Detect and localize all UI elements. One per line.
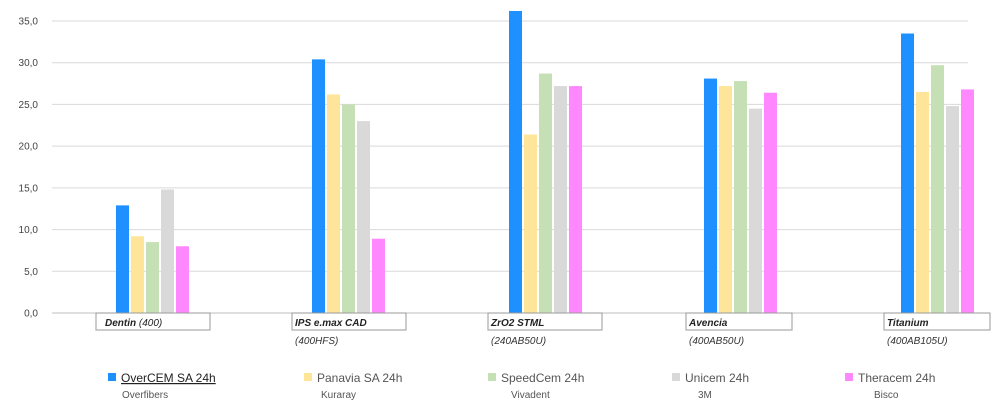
bar	[509, 10, 522, 313]
category-label-box	[883, 312, 991, 331]
bar	[327, 94, 340, 313]
category-name: Titanium	[887, 318, 929, 329]
bar	[749, 108, 762, 313]
category-detail: (400AB50U)	[689, 336, 744, 347]
y-tick-label: 30,0	[19, 58, 39, 69]
bar	[554, 86, 567, 314]
bar	[734, 81, 747, 313]
bars	[116, 10, 974, 314]
legend-swatch	[488, 373, 496, 381]
legend-swatch	[108, 373, 116, 381]
y-tick-label: 0,0	[24, 309, 38, 320]
bar	[357, 121, 370, 313]
bar	[524, 134, 537, 313]
legend-swatch	[845, 373, 853, 381]
legend-swatch	[304, 373, 312, 381]
bar	[539, 73, 552, 313]
category-label-box	[291, 312, 407, 331]
y-tick-label: 15,0	[19, 183, 39, 194]
legend-series-maker: Kuraray	[321, 390, 356, 401]
legend-series-maker: Bisco	[874, 390, 899, 401]
category-detail: (240AB50U)	[491, 336, 546, 347]
legend-series-name: SpeedCem 24h	[501, 371, 584, 385]
category-label-box	[487, 312, 603, 331]
y-tick-label: 20,0	[19, 142, 39, 153]
category-detail: (400HFS)	[295, 336, 338, 347]
legend-series-maker: Vivadent	[511, 390, 550, 401]
bar	[704, 78, 717, 314]
legend: OverCEM SA 24h Overfibers Panavia SA 24h Ku…	[108, 371, 935, 401]
bar	[719, 86, 732, 314]
y-axis: 0,0 5,0 10,0 15,0 20,0 25,0 30,0 35,0	[19, 17, 39, 320]
y-tick-label: 10,0	[19, 225, 39, 236]
category-label-box	[95, 312, 211, 331]
category-name: ZrO2 STML	[490, 318, 544, 329]
bar	[764, 92, 777, 314]
category-label: Dentin (400)	[105, 318, 162, 329]
legend-swatch	[672, 373, 680, 381]
category-name: IPS e.max CAD	[295, 318, 367, 329]
bar	[116, 205, 129, 313]
y-tick-label: 5,0	[24, 267, 38, 278]
category-label-box	[685, 312, 793, 331]
legend-series-name: Unicem 24h	[685, 371, 749, 385]
legend-series-name: Panavia SA 24h	[317, 371, 402, 385]
category-detail: (400AB105U)	[887, 336, 948, 347]
bar	[146, 242, 159, 313]
bar	[901, 33, 914, 314]
bar	[342, 104, 355, 313]
bar	[176, 246, 189, 313]
bar	[161, 189, 174, 313]
bar	[131, 236, 144, 313]
bar	[569, 86, 582, 314]
y-tick-label: 35,0	[19, 17, 39, 28]
bar	[372, 238, 385, 313]
bar	[916, 91, 929, 314]
legend-series-maker: 3M	[698, 390, 712, 401]
y-tick-label: 25,0	[19, 100, 39, 111]
legend-series-maker: Overfibers	[122, 390, 168, 401]
category-name: Dentin	[105, 318, 139, 329]
bar	[946, 106, 959, 314]
legend-series-name: Theracem 24h	[858, 371, 935, 385]
bar	[312, 59, 325, 314]
bar	[931, 65, 944, 314]
category-detail: (400)	[139, 318, 162, 329]
category-name: Avencia	[688, 318, 728, 329]
legend-series-name: OverCEM SA 24h	[121, 371, 216, 385]
bar	[961, 89, 974, 313]
category-labels: Dentin (400) IPS e.max CAD (400HFS) ZrO2 ST…	[95, 312, 991, 347]
